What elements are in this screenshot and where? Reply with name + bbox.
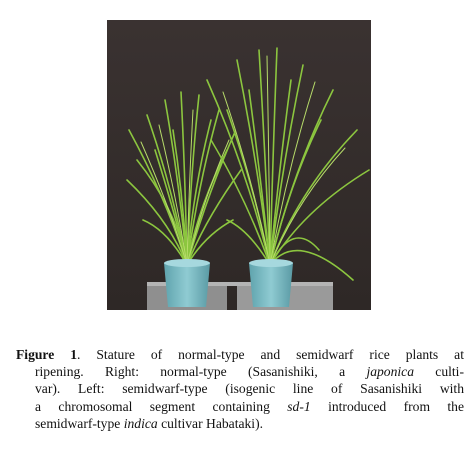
- caption-text: culti-: [414, 364, 464, 380]
- caption-text: semidwarf-type: [35, 415, 124, 431]
- caption-line-4: a chromosomal segment containing sd-1 in…: [16, 398, 464, 415]
- figure-label: Figure 1: [16, 347, 78, 362]
- caption-italic: indica: [123, 415, 158, 431]
- figure-caption: Figure 1. Stature of normal-type and sem…: [16, 346, 464, 432]
- right-pot: [249, 259, 293, 307]
- caption-line-3: var). Left: semidwarf-type (isogenic lin…: [16, 380, 464, 397]
- caption-text: introduced from the: [310, 398, 465, 414]
- rice-plants-image: [107, 20, 371, 310]
- caption-text: ripening. Right: normal-type (Sasanishik…: [35, 364, 367, 380]
- rice-plants-photo: [107, 20, 371, 310]
- caption-italic: japonica: [366, 364, 415, 380]
- caption-text: a chromosomal segment containing: [35, 398, 288, 414]
- caption-line-2: ripening. Right: normal-type (Sasanishik…: [16, 363, 464, 380]
- caption-line-5: semidwarf-type indica cultivar Habataki)…: [16, 415, 464, 432]
- caption-text: var). Left: semidwarf-type (isogenic lin…: [35, 381, 464, 397]
- right-plant: [206, 47, 370, 281]
- caption-line-1: Figure 1. Stature of normal-type and sem…: [16, 346, 464, 363]
- caption-text: . Stature of normal-type and semidwarf r…: [77, 347, 464, 362]
- caption-text: cultivar Habataki).: [157, 415, 264, 431]
- caption-italic: sd-1: [287, 398, 311, 414]
- left-pot: [164, 259, 210, 307]
